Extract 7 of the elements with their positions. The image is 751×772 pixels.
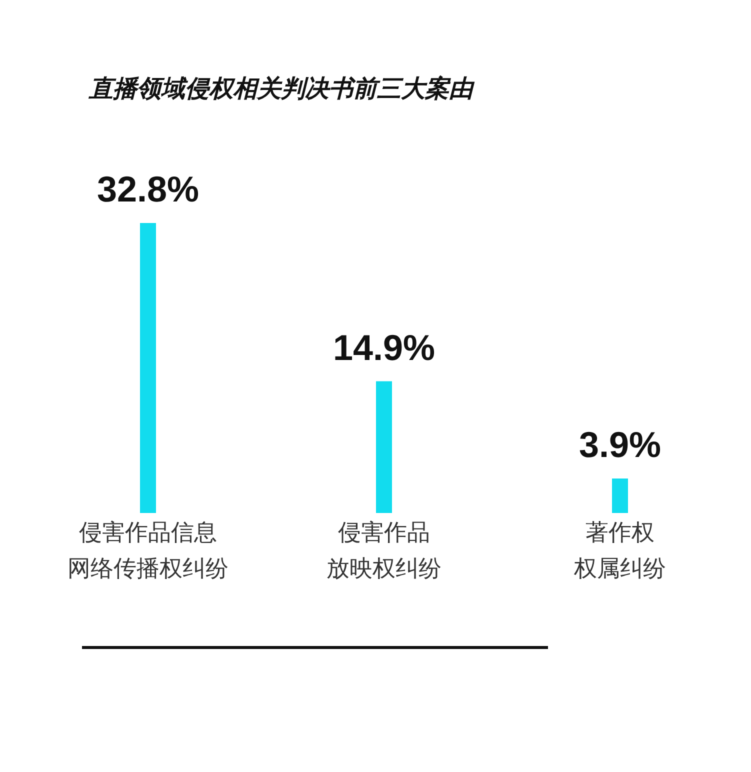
data-label: 32.8% <box>96 168 200 210</box>
x-tick-label: 侵害作品信息网络传播权纠纷 <box>68 519 228 581</box>
data-label: 14.9% <box>332 326 436 368</box>
x-tick-label: 侵害作品放映权纠纷 <box>326 519 442 581</box>
x-tick-label: 著作权权属纠纷 <box>573 519 666 581</box>
chart-title: 直播领域侵权相关判决书前三大案由 <box>88 74 475 102</box>
data-label: 3.9% <box>578 424 662 466</box>
